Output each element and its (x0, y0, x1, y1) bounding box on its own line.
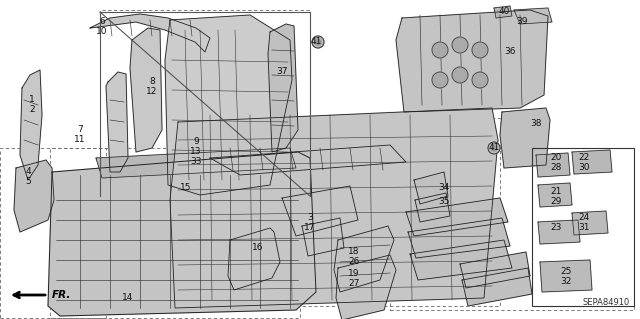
Polygon shape (268, 24, 298, 152)
Text: 40: 40 (499, 8, 509, 17)
Polygon shape (406, 198, 508, 236)
Text: 10: 10 (96, 27, 108, 36)
Polygon shape (538, 183, 572, 207)
Text: 34: 34 (438, 183, 450, 192)
Polygon shape (334, 226, 394, 292)
Polygon shape (282, 186, 358, 236)
Polygon shape (494, 6, 512, 18)
Text: 41: 41 (310, 38, 322, 47)
Text: 20: 20 (550, 153, 562, 162)
Text: 41: 41 (488, 144, 500, 152)
Text: 2: 2 (29, 106, 35, 115)
Text: 5: 5 (25, 177, 31, 187)
Text: 3: 3 (307, 213, 313, 222)
Polygon shape (14, 160, 54, 232)
Text: 22: 22 (579, 153, 589, 162)
Text: 31: 31 (579, 224, 589, 233)
Text: 32: 32 (560, 278, 572, 286)
Bar (100, 10, 310, 196)
Text: 17: 17 (304, 224, 316, 233)
Polygon shape (96, 148, 296, 178)
Circle shape (488, 142, 500, 154)
Circle shape (452, 37, 468, 53)
Bar (390, 148, 634, 310)
Bar (532, 148, 634, 306)
Text: 27: 27 (348, 279, 360, 288)
Text: 24: 24 (579, 213, 589, 222)
Text: 4: 4 (25, 167, 31, 176)
Text: 29: 29 (550, 197, 562, 206)
Text: 15: 15 (180, 183, 192, 192)
Text: FR.: FR. (52, 290, 72, 300)
Polygon shape (336, 255, 396, 319)
Text: 18: 18 (348, 248, 360, 256)
Text: 7: 7 (77, 125, 83, 135)
Circle shape (315, 39, 321, 45)
Polygon shape (20, 70, 42, 180)
Text: 16: 16 (252, 243, 264, 253)
Circle shape (432, 42, 448, 58)
Circle shape (312, 36, 324, 48)
Polygon shape (130, 28, 162, 152)
Polygon shape (536, 153, 570, 177)
Bar (168, 118, 500, 306)
Circle shape (472, 42, 488, 58)
Text: 33: 33 (190, 158, 202, 167)
Bar (50, 148, 300, 318)
Text: 6: 6 (99, 18, 105, 26)
Text: 23: 23 (550, 224, 562, 233)
Circle shape (432, 72, 448, 88)
Polygon shape (106, 72, 128, 172)
Text: SEPA84910: SEPA84910 (583, 298, 630, 307)
Text: 30: 30 (579, 164, 589, 173)
Polygon shape (500, 108, 550, 168)
Text: 8: 8 (149, 78, 155, 86)
Text: 28: 28 (550, 164, 562, 173)
Text: 12: 12 (147, 87, 157, 97)
Text: 36: 36 (504, 48, 516, 56)
Circle shape (452, 67, 468, 83)
Circle shape (472, 72, 488, 88)
Text: 14: 14 (122, 293, 134, 302)
Polygon shape (410, 240, 512, 280)
Polygon shape (90, 14, 210, 52)
Polygon shape (48, 152, 316, 316)
Text: 13: 13 (190, 147, 202, 157)
Polygon shape (165, 15, 292, 195)
Polygon shape (462, 268, 532, 306)
Text: 19: 19 (348, 270, 360, 278)
Polygon shape (538, 220, 580, 244)
Bar (0, 148, 106, 318)
Polygon shape (540, 260, 592, 292)
Text: 1: 1 (29, 95, 35, 105)
Polygon shape (414, 172, 448, 204)
Polygon shape (396, 10, 548, 112)
Text: 9: 9 (193, 137, 199, 146)
Text: 35: 35 (438, 197, 450, 206)
Text: 37: 37 (276, 68, 288, 77)
Polygon shape (572, 150, 612, 174)
Polygon shape (210, 145, 406, 175)
Polygon shape (408, 218, 510, 258)
Text: 38: 38 (531, 120, 541, 129)
Text: 26: 26 (348, 257, 360, 266)
Text: 39: 39 (516, 18, 528, 26)
Polygon shape (415, 193, 450, 222)
Polygon shape (302, 218, 344, 256)
Polygon shape (514, 8, 552, 24)
Text: 21: 21 (550, 188, 562, 197)
Polygon shape (228, 228, 280, 290)
Circle shape (491, 145, 497, 151)
Polygon shape (460, 252, 530, 288)
Polygon shape (572, 211, 608, 235)
Polygon shape (170, 108, 498, 308)
Text: 25: 25 (560, 268, 572, 277)
Text: 11: 11 (74, 136, 86, 145)
